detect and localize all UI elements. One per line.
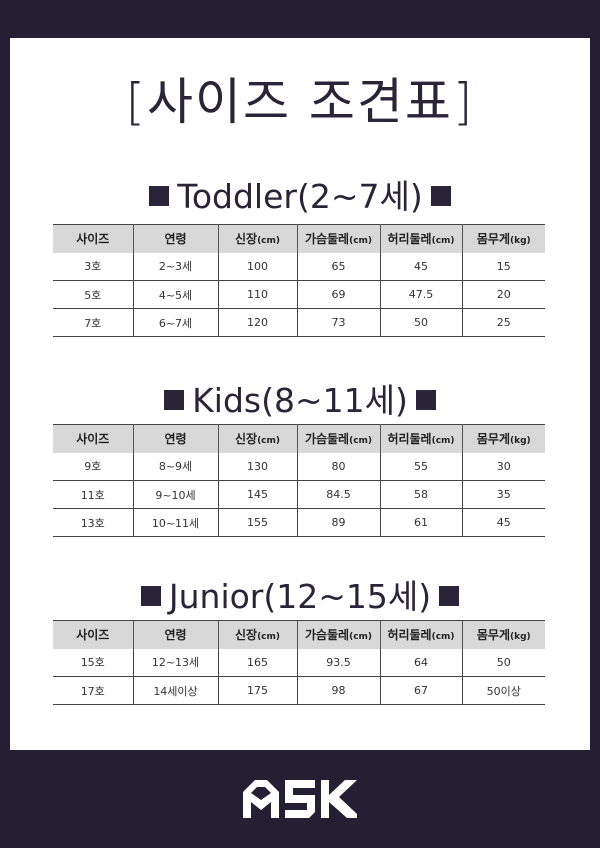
column-header: 신장(cm) <box>217 224 298 253</box>
table-cell: 7호 <box>53 308 134 337</box>
table-cell: 55 <box>379 452 463 481</box>
header-row: 사이즈 연령 신장(cm) 가슴둘레(cm) 허리둘레(cm) 몸무게(kg) <box>53 620 545 649</box>
table-cell: 6~7세 <box>132 308 219 337</box>
table-cell: 89 <box>296 508 381 537</box>
ask-logo <box>243 780 357 818</box>
header-row: 사이즈 연령 신장(cm) 가슴둘레(cm) 허리둘레(cm) 몸무게(kg) <box>53 224 545 253</box>
table-cell: 25 <box>461 308 545 337</box>
section-title: Toddler(2~7세) <box>0 170 600 218</box>
table-row: 5호 4~5세 110 69 47.5 20 <box>53 280 545 309</box>
header-row: 사이즈 연령 신장(cm) 가슴둘레(cm) 허리둘레(cm) 몸무게(kg) <box>53 424 545 453</box>
table-row: 13호 10~11세 155 89 61 45 <box>53 508 545 537</box>
square-bullet-icon <box>415 389 436 410</box>
table-cell: 69 <box>296 280 381 309</box>
table-cell: 15 <box>461 252 545 281</box>
table-cell: 130 <box>217 452 298 481</box>
column-header: 신장(cm) <box>217 424 298 453</box>
section-title: Kids(8~11세) <box>0 374 600 422</box>
table-cell: 12~13세 <box>132 648 219 677</box>
table-cell: 61 <box>379 508 463 537</box>
table-cell: 155 <box>217 508 298 537</box>
column-header: 몸무게(kg) <box>461 424 545 453</box>
square-bullet-icon <box>164 389 185 410</box>
column-header: 가슴둘레(cm) <box>296 620 381 649</box>
table-cell: 11호 <box>53 480 134 509</box>
table-row: 7호 6~7세 120 73 50 25 <box>53 308 545 337</box>
table-cell: 93.5 <box>296 648 381 677</box>
table-cell: 165 <box>217 648 298 677</box>
size-table: 사이즈 연령 신장(cm) 가슴둘레(cm) 허리둘레(cm) 몸무게(kg) 9호 8~9세… <box>53 424 545 537</box>
table-cell: 14세이상 <box>132 676 219 705</box>
table-cell: 67 <box>379 676 463 705</box>
column-header: 허리둘레(cm) <box>379 424 463 453</box>
table-row: 17호 14세이상 175 98 67 50이상 <box>53 676 545 705</box>
table-cell: 5호 <box>53 280 134 309</box>
square-bullet-icon <box>149 185 170 206</box>
table-cell: 50 <box>461 648 545 677</box>
table-cell: 50 <box>379 308 463 337</box>
page-title: [사이즈 조견표] <box>125 73 475 131</box>
table-cell: 8~9세 <box>132 452 219 481</box>
size-table: 사이즈 연령 신장(cm) 가슴둘레(cm) 허리둘레(cm) 몸무게(kg) 3호 2~3세… <box>53 224 545 337</box>
table-cell: 17호 <box>53 676 134 705</box>
column-header: 연령 <box>132 424 219 453</box>
table-cell: 84.5 <box>296 480 381 509</box>
table-cell: 10~11세 <box>132 508 219 537</box>
table-cell: 20 <box>461 280 545 309</box>
table-row: 11호 9~10세 145 84.5 58 35 <box>53 480 545 509</box>
table-cell: 58 <box>379 480 463 509</box>
column-header: 사이즈 <box>53 620 134 649</box>
column-header: 사이즈 <box>53 424 134 453</box>
column-header: 가슴둘레(cm) <box>296 224 381 253</box>
table-cell: 13호 <box>53 508 134 537</box>
table-cell: 100 <box>217 252 298 281</box>
table-cell: 73 <box>296 308 381 337</box>
table-cell: 47.5 <box>379 280 463 309</box>
table-cell: 120 <box>217 308 298 337</box>
table-cell: 9~10세 <box>132 480 219 509</box>
size-table: 사이즈 연령 신장(cm) 가슴둘레(cm) 허리둘레(cm) 몸무게(kg) 15호 12~… <box>53 620 545 705</box>
table-cell: 45 <box>461 508 545 537</box>
column-header: 연령 <box>132 620 219 649</box>
square-bullet-icon <box>439 585 460 606</box>
column-header: 사이즈 <box>53 224 134 253</box>
column-header: 허리둘레(cm) <box>379 224 463 253</box>
table-cell: 98 <box>296 676 381 705</box>
table-cell: 64 <box>379 648 463 677</box>
column-header: 신장(cm) <box>217 620 298 649</box>
table-cell: 145 <box>217 480 298 509</box>
column-header: 몸무게(kg) <box>461 620 545 649</box>
column-header: 허리둘레(cm) <box>379 620 463 649</box>
square-bullet-icon <box>140 585 161 606</box>
table-row: 9호 8~9세 130 80 55 30 <box>53 452 545 481</box>
column-header: 몸무게(kg) <box>461 224 545 253</box>
table-cell: 45 <box>379 252 463 281</box>
section-title: Junior(12~15세) <box>0 570 600 618</box>
table-cell: 50이상 <box>461 676 545 705</box>
column-header: 가슴둘레(cm) <box>296 424 381 453</box>
table-row: 15호 12~13세 165 93.5 64 50 <box>53 648 545 677</box>
table-cell: 30 <box>461 452 545 481</box>
table-cell: 35 <box>461 480 545 509</box>
table-cell: 9호 <box>53 452 134 481</box>
table-cell: 3호 <box>53 252 134 281</box>
table-cell: 4~5세 <box>132 280 219 309</box>
table-row: 3호 2~3세 100 65 45 15 <box>53 252 545 281</box>
column-header: 연령 <box>132 224 219 253</box>
square-bullet-icon <box>430 185 451 206</box>
table-cell: 65 <box>296 252 381 281</box>
table-cell: 2~3세 <box>132 252 219 281</box>
table-cell: 80 <box>296 452 381 481</box>
table-cell: 15호 <box>53 648 134 677</box>
table-cell: 110 <box>217 280 298 309</box>
table-cell: 175 <box>217 676 298 705</box>
